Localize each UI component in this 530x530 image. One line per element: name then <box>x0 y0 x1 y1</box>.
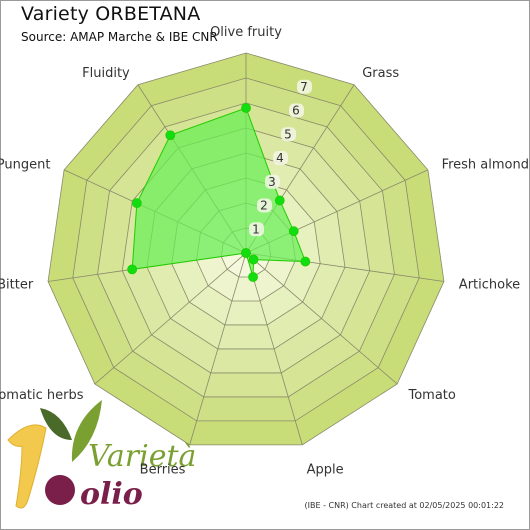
axis-label-aromatic-herbs: Aromatic herbs <box>0 388 84 403</box>
tick-label-2: 2 <box>260 199 268 213</box>
tick-label-1: 1 <box>252 222 260 236</box>
tick-label-5: 5 <box>284 127 292 141</box>
axis-label-grass: Grass <box>362 66 399 81</box>
axis-label-tomato: Tomato <box>407 388 455 403</box>
axis-label-artichoke: Artichoke <box>459 278 520 293</box>
data-point-3 <box>288 226 299 237</box>
tick-label-bg-4 <box>273 151 288 165</box>
data-point-9 <box>127 264 138 275</box>
tick-label-bg-1 <box>249 222 264 237</box>
axis-label-bitter: Bitter <box>0 278 34 293</box>
tick-label-bg-3 <box>265 174 280 189</box>
tick-label-7: 7 <box>300 80 308 94</box>
tick-label-3: 3 <box>268 175 276 189</box>
logo-word-varieta: Varietà <box>88 439 196 474</box>
logo-leaf-left <box>40 408 72 440</box>
axis-label-pungent: Pungent <box>0 158 50 173</box>
tick-label-bg-6 <box>289 103 304 118</box>
chart-title: Variety ORBETANA <box>21 3 201 25</box>
tick-label-6: 6 <box>292 104 300 118</box>
axis-label-olive-fruity: Olive fruity <box>210 25 282 40</box>
logo-swoosh <box>7 424 47 509</box>
axis-label-berries: Berries <box>140 462 186 477</box>
varieta-olio-logo: Varietà olio <box>7 400 196 512</box>
tick-label-bg-7 <box>297 79 312 94</box>
radar-axis-labels: Olive fruity Grass Fresh almond Artichoke To… <box>0 25 529 477</box>
data-point-4 <box>300 256 311 267</box>
axis-label-apple: Apple <box>307 462 344 477</box>
data-point-8 <box>241 248 251 258</box>
data-point-1 <box>241 103 251 113</box>
logo-olive <box>45 475 75 505</box>
axis-label-fluidity: Fluidity <box>82 66 130 81</box>
tick-label-bg-5 <box>281 127 296 142</box>
data-point-11 <box>165 130 176 141</box>
radar-spoke-6 <box>245 252 303 446</box>
radar-spoke-5 <box>245 252 398 385</box>
chart-subtitle: Source: AMAP Marche & IBE CNR <box>21 30 218 44</box>
tick-label-bg-2 <box>257 198 272 213</box>
data-point-2 <box>274 195 285 206</box>
axis-label-fresh-almond: Fresh almond <box>442 158 529 173</box>
radar-spoke-7 <box>189 252 247 446</box>
data-point-5 <box>248 254 259 265</box>
data-point-10 <box>131 198 142 209</box>
tick-label-4: 4 <box>276 151 284 165</box>
logo-leaf-right <box>71 400 102 462</box>
chart-credit: (IBE - CNR) Chart created at 02/05/2025 … <box>304 501 505 510</box>
radar-spoke-8 <box>94 252 247 385</box>
logo-word-olio: olio <box>80 477 143 512</box>
data-point-6 <box>248 272 258 282</box>
